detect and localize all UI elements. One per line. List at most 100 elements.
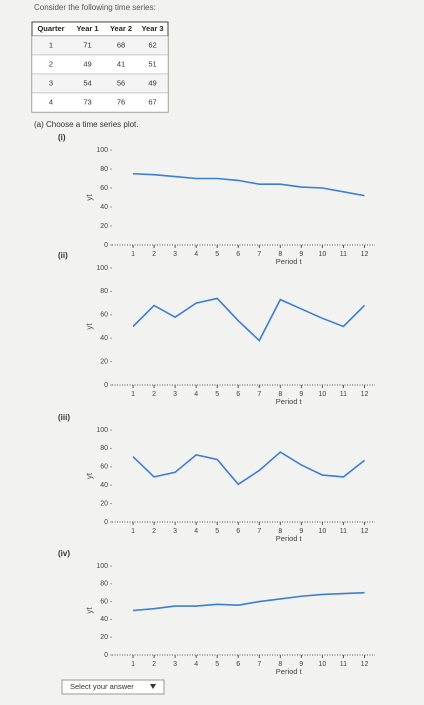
x-tick-label: 12 xyxy=(361,528,369,535)
y-tick-label: 0 xyxy=(104,382,108,389)
x-tick-label: 9 xyxy=(299,391,303,398)
table-cell: 73 xyxy=(83,97,91,106)
series-line xyxy=(132,297,366,342)
x-tick-label: 2 xyxy=(152,251,156,258)
chart-label: (iii) xyxy=(58,413,70,422)
series-line xyxy=(132,451,365,486)
x-tick-label: 1 xyxy=(131,661,135,668)
y-tick-label: 0 xyxy=(104,652,108,659)
x-tick-label: 7 xyxy=(257,391,261,398)
x-tick-label: 3 xyxy=(173,391,177,398)
y-axis-label: yt xyxy=(85,323,94,330)
x-tick-label: 2 xyxy=(152,528,156,535)
x-tick-label: 4 xyxy=(194,251,198,258)
y-tick-label: 60 xyxy=(100,464,108,471)
x-tick-label: 8 xyxy=(278,528,282,535)
table-cell: 76 xyxy=(117,97,125,106)
y-tick-label: 100 xyxy=(96,265,108,272)
x-tick-label: 1 xyxy=(131,391,135,398)
table-cell: 41 xyxy=(117,59,125,68)
y-tick-label: 20 xyxy=(100,223,108,230)
x-tick-label: 12 xyxy=(361,391,369,398)
table-cell: 71 xyxy=(83,40,91,49)
x-tick-label: 7 xyxy=(257,661,261,668)
table-cell: 56 xyxy=(117,78,125,87)
table-cell: 4 xyxy=(49,97,53,106)
x-tick-label: 1 xyxy=(131,528,135,535)
x-tick-label: 4 xyxy=(194,391,198,398)
y-tick-label: 80 xyxy=(100,288,108,295)
table-header: Quarter xyxy=(37,24,64,33)
x-tick-label: 12 xyxy=(361,251,369,258)
table-cell: 49 xyxy=(83,59,91,68)
x-tick-label: 11 xyxy=(340,251,347,258)
y-tick-label: 40 xyxy=(100,482,108,489)
x-tick-label: 6 xyxy=(236,661,240,668)
table-cell: 62 xyxy=(148,40,156,49)
table-row xyxy=(31,92,169,113)
table-cell: 3 xyxy=(49,78,53,87)
x-tick-label: 3 xyxy=(173,661,177,668)
chart-label: (ii) xyxy=(58,251,68,260)
x-axis-label: Period t xyxy=(276,534,303,543)
x-tick-label: 10 xyxy=(319,391,327,398)
y-tick-label: 60 xyxy=(100,185,108,192)
y-tick-label: 60 xyxy=(100,312,108,319)
header: Consider the following time series: xyxy=(34,3,156,12)
x-tick-label: 10 xyxy=(319,528,327,535)
y-tick-label: 0 xyxy=(104,242,108,249)
y-axis-label: yt xyxy=(85,607,94,614)
table-header: Year 2 xyxy=(110,24,132,33)
y-axis-label: yt xyxy=(85,472,94,479)
x-tick-label: 5 xyxy=(215,528,219,535)
series-line xyxy=(133,172,365,197)
x-tick-label: 5 xyxy=(215,251,219,258)
y-tick-label: 20 xyxy=(100,358,108,365)
table-cell: 68 xyxy=(117,40,125,49)
x-tick-label: 12 xyxy=(361,661,369,668)
x-tick-label: 2 xyxy=(152,391,156,398)
x-tick-label: 9 xyxy=(299,528,303,535)
chart-label: (iv) xyxy=(58,549,70,558)
x-tick-label: 6 xyxy=(236,391,240,398)
x-tick-label: 11 xyxy=(340,661,347,668)
x-tick-label: 9 xyxy=(299,251,303,258)
y-tick-label: 100 xyxy=(96,563,108,570)
y-tick-label: 40 xyxy=(100,616,108,623)
x-tick-label: 4 xyxy=(194,528,198,535)
x-axis-label: Period t xyxy=(276,257,303,266)
x-tick-label: 7 xyxy=(257,528,261,535)
x-tick-label: 6 xyxy=(236,528,240,535)
y-tick-label: 20 xyxy=(100,634,108,641)
y-tick-label: 60 xyxy=(100,598,108,605)
series-line xyxy=(132,591,365,612)
x-tick-label: 5 xyxy=(215,661,219,668)
table-header: Year 1 xyxy=(76,24,98,33)
table-header: Year 3 xyxy=(141,24,163,33)
table-cell: 54 xyxy=(83,78,91,87)
dropdown-arrow xyxy=(150,684,156,689)
x-axis-label: Period t xyxy=(276,397,303,406)
x-tick-label: 10 xyxy=(319,661,327,668)
x-tick-label: 1 xyxy=(131,251,135,258)
x-tick-label: 8 xyxy=(278,251,282,258)
y-tick-label: 20 xyxy=(100,500,108,507)
x-tick-label: 3 xyxy=(173,251,177,258)
table-cell: 49 xyxy=(148,78,156,87)
y-tick-label: 100 xyxy=(96,427,108,434)
x-tick-label: 5 xyxy=(215,391,219,398)
chart-label: (i) xyxy=(58,133,66,142)
y-tick-label: 40 xyxy=(100,204,108,211)
x-tick-label: 3 xyxy=(173,528,177,535)
dropdown-text: Select your answer xyxy=(70,682,134,691)
x-tick-label: 6 xyxy=(236,251,240,258)
y-axis-label: yt xyxy=(85,194,94,201)
x-tick-label: 11 xyxy=(340,528,347,535)
dropdown[interactable] xyxy=(61,679,165,695)
y-tick-label: 80 xyxy=(100,445,108,452)
y-tick-label: 80 xyxy=(100,581,108,588)
y-tick-label: 0 xyxy=(104,519,108,526)
x-tick-label: 4 xyxy=(194,661,198,668)
